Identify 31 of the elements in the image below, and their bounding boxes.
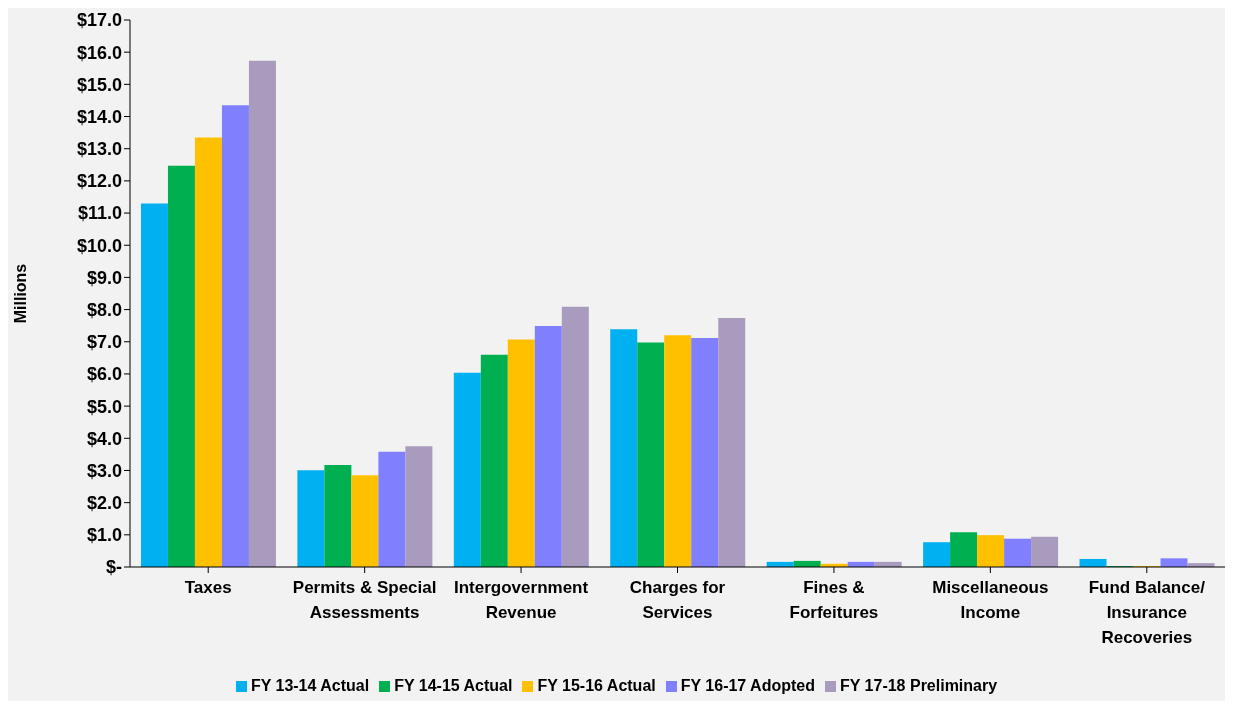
y-tick-label: $-	[105, 557, 122, 578]
y-tick-label: $7.0	[86, 332, 122, 353]
legend-label: FY 13-14 Actual	[250, 677, 370, 694]
legend-label: FY 15-16 Actual	[537, 677, 656, 694]
y-tick-label: $6.0	[86, 364, 122, 385]
y-tick-label: $10.0	[76, 235, 122, 256]
y-tick-label: $3.0	[86, 460, 122, 481]
y-tick-label: $15.0	[76, 74, 122, 95]
y-tick-label: $5.0	[86, 396, 122, 417]
x-tick-label: Miscellaneous Income	[932, 578, 1049, 622]
y-tick-label: $4.0	[86, 428, 122, 449]
legend-label: FY 17-18 Preliminary	[839, 677, 998, 694]
x-tick-label: Intergovernment Revenue	[454, 578, 589, 622]
y-tick-label: $16.0	[76, 42, 122, 63]
x-tick-label: Permits & Special Assessments	[292, 578, 437, 622]
x-tick-label: Taxes	[184, 578, 232, 597]
y-tick-label: $17.0	[76, 10, 122, 31]
y-tick-label: $11.0	[77, 203, 122, 224]
y-tick-label: $12.0	[76, 171, 122, 192]
x-tick-label: Charges for Services	[629, 578, 726, 622]
legend-label: FY 16-17 Adopted	[680, 677, 815, 694]
y-tick-label: $1.0	[86, 525, 122, 546]
x-tick-label: Fund Balance/ Insurance Recoveries	[1088, 578, 1206, 647]
y-tick-label: $14.0	[76, 106, 122, 127]
y-tick-label: $13.0	[76, 139, 122, 160]
x-tick-label: Fines & Forfeitures	[789, 578, 879, 622]
y-tick-label: $8.0	[86, 299, 122, 320]
y-tick-label: $2.0	[86, 493, 122, 514]
y-tick-label: $9.0	[86, 267, 122, 288]
y-axis-title: Millions	[11, 263, 29, 324]
legend-label: FY 14-15 Actual	[394, 677, 513, 694]
